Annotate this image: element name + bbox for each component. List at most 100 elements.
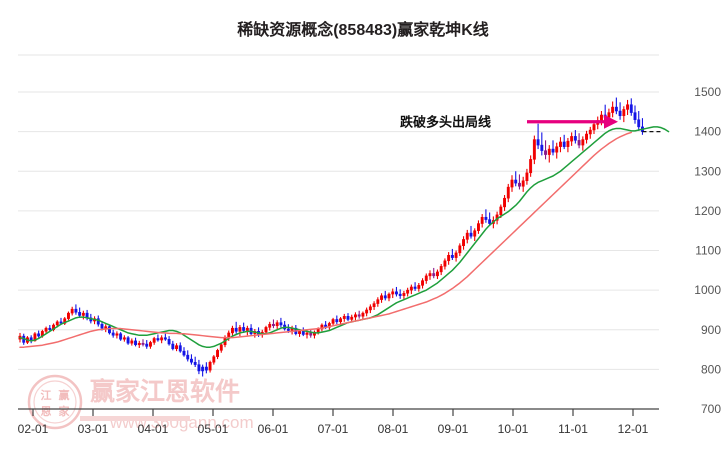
watermark-brand: 赢家江恩软件 — [90, 377, 240, 406]
candle-body — [70, 308, 74, 314]
candle-body — [152, 338, 156, 343]
candle — [354, 312, 357, 321]
candle — [190, 354, 193, 365]
candle — [484, 209, 488, 223]
candle — [402, 290, 406, 300]
candle — [581, 136, 585, 151]
candle-body — [573, 136, 577, 141]
annotation-label: 跌破多头出局线 — [400, 115, 491, 130]
candle — [331, 317, 335, 326]
x-axis-tick-label: 06-01 — [258, 422, 289, 436]
annotation-group[interactable]: 跌破多头出局线 — [400, 114, 618, 130]
candle-body — [559, 141, 562, 147]
candle — [473, 228, 477, 241]
candle — [327, 321, 331, 330]
candle-body — [182, 350, 186, 356]
ma-line — [19, 131, 633, 348]
candle-body — [398, 293, 402, 296]
candle-body — [145, 343, 149, 347]
candle-body — [316, 328, 320, 333]
candle — [421, 278, 424, 289]
candle-body — [119, 333, 123, 340]
candle — [204, 362, 208, 374]
candle — [268, 321, 272, 331]
candle — [622, 106, 626, 123]
candle-body — [178, 345, 182, 352]
candle — [413, 282, 417, 291]
gridlines: 1500 1400 1300 1200 1100 1000 900 800 700 — [18, 54, 721, 416]
candle — [577, 133, 581, 149]
candle — [544, 140, 547, 160]
x-axis-tick-label: 08-01 — [378, 422, 409, 436]
candle — [37, 330, 41, 338]
y-axis-tick-label: 900 — [701, 323, 721, 337]
candle-body — [48, 327, 52, 331]
candle — [245, 325, 249, 336]
candle — [78, 307, 82, 318]
candle-body — [443, 260, 447, 267]
watermark-url: www.360gann.com — [109, 413, 254, 432]
candle — [108, 324, 111, 335]
x-axis-tick-label: 05-01 — [198, 422, 229, 436]
y-axis-tick-label: 1200 — [694, 204, 721, 218]
candle-body — [141, 342, 145, 345]
candle-body — [78, 312, 82, 316]
candle — [629, 98, 633, 116]
candle-body — [357, 314, 361, 317]
candle-body — [409, 286, 413, 291]
candle-body — [216, 350, 219, 357]
candle — [547, 145, 551, 163]
candle-body — [100, 323, 104, 329]
candle-body — [219, 344, 223, 351]
candle — [372, 301, 376, 310]
candle — [618, 102, 622, 120]
candle-body — [130, 340, 134, 344]
candle — [514, 171, 518, 187]
candle-body — [327, 323, 331, 328]
y-axis-tick-label: 1300 — [694, 164, 721, 178]
candle — [197, 359, 201, 375]
candle-body — [421, 280, 424, 286]
candle-body — [629, 104, 633, 113]
candle — [488, 212, 492, 226]
candle-body — [160, 337, 164, 341]
candle — [242, 322, 246, 333]
candle-body — [175, 345, 178, 350]
candle — [540, 132, 544, 156]
candle-body — [547, 148, 551, 155]
candle — [387, 292, 391, 302]
candle-body — [432, 273, 436, 277]
candle — [626, 99, 629, 115]
candle — [611, 101, 615, 118]
candle — [219, 343, 223, 353]
candle — [503, 195, 506, 211]
candle — [417, 282, 421, 292]
candle — [570, 132, 574, 146]
candle — [443, 258, 447, 270]
candle-body — [193, 361, 197, 365]
candle-body — [301, 331, 305, 335]
candle-body — [626, 104, 629, 110]
candle-body — [424, 275, 428, 281]
candle — [193, 356, 197, 367]
candle-body — [286, 328, 290, 331]
watermark-seal-inner — [33, 380, 77, 424]
candle-body — [391, 291, 395, 295]
candle — [409, 284, 413, 295]
candle — [119, 332, 123, 341]
candle — [432, 267, 436, 279]
candle — [506, 183, 510, 203]
candle — [588, 126, 592, 139]
y-axis-tick-label: 1000 — [694, 283, 721, 297]
candle-body — [104, 326, 108, 329]
candle — [376, 297, 380, 307]
candle-body — [231, 327, 234, 334]
candle — [186, 350, 190, 362]
candle-body — [525, 172, 529, 182]
candle — [342, 313, 346, 322]
watermark-seal-outer — [27, 374, 83, 430]
candle-body — [126, 337, 130, 344]
x-axis-tick-label: 12-01 — [618, 422, 649, 436]
candle-body — [368, 306, 372, 311]
